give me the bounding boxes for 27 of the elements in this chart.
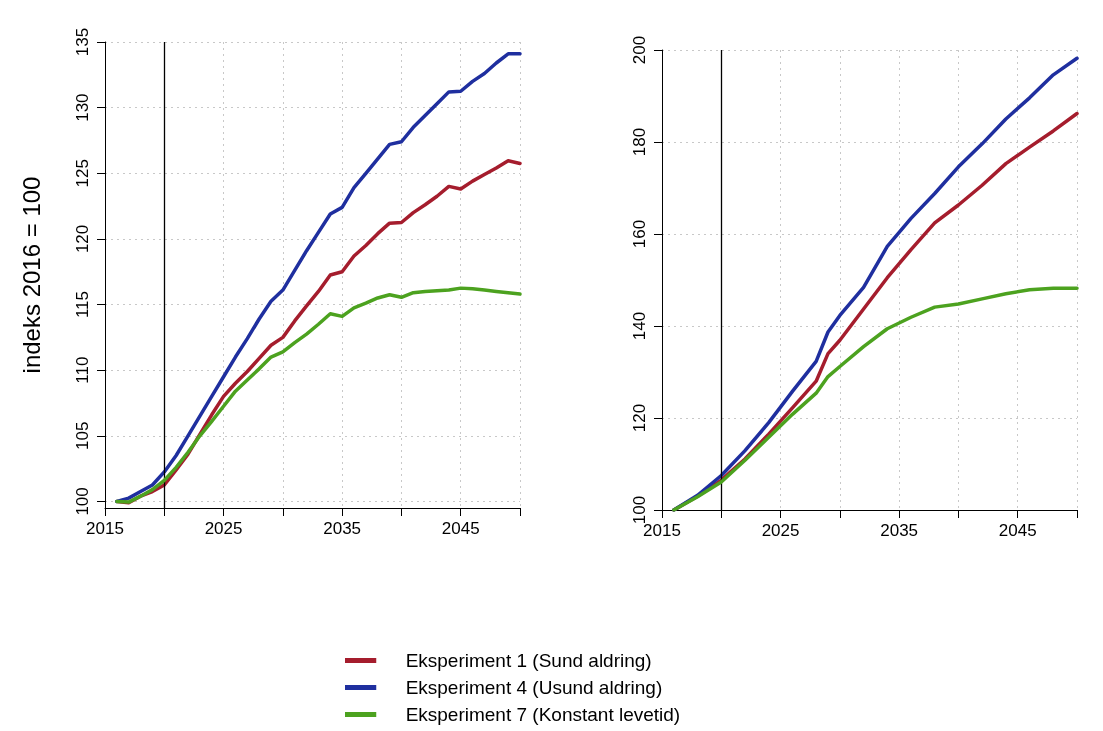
y-axis-title: indeks 2016 = 100: [17, 176, 45, 374]
line-series: [672, 286, 1079, 512]
y-tick-label: 180: [630, 127, 649, 157]
x-tick-label: 2045: [441, 519, 480, 538]
y-tick-label: 160: [630, 219, 649, 249]
legend-label: Eksperiment 7 (Konstant levetid): [405, 704, 681, 725]
x-tick-label: 2035: [323, 519, 362, 538]
x-tick-label: 2035: [880, 521, 919, 540]
y-tick-label: 135: [73, 27, 92, 57]
x-tick-label: 2025: [761, 521, 800, 540]
y-tick-label: 110: [73, 356, 92, 384]
y-tick-label: 140: [630, 311, 649, 341]
line-series: [115, 286, 522, 504]
x-tick-label: 2015: [86, 519, 124, 538]
y-tick-label: 125: [73, 159, 92, 188]
y-tick-label: 120: [73, 224, 92, 254]
y-tick-label: 100: [73, 487, 92, 516]
legend-label: Eksperiment 4 (Usund aldring): [405, 677, 663, 698]
x-tick-label: 2025: [204, 519, 243, 538]
y-tick-label: 130: [73, 93, 92, 122]
y-tick-label: 200: [630, 35, 649, 65]
y-tick-label: 100: [630, 495, 649, 525]
legend-label: Eksperiment 1 (Sund aldring): [405, 650, 652, 671]
y-tick-label: 115: [73, 290, 92, 319]
y-tick-label: 105: [73, 421, 92, 450]
y-tick-label: 120: [630, 403, 649, 433]
x-tick-label: 2045: [998, 521, 1037, 540]
